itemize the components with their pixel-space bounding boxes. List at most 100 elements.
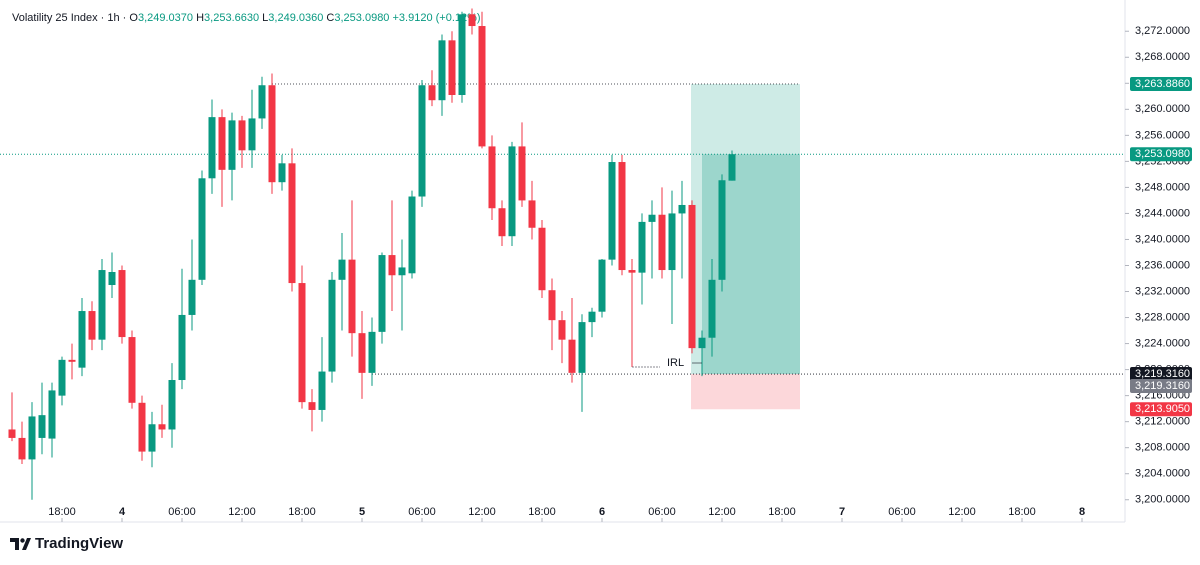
logo-text: TradingView [35, 535, 123, 552]
price-tag-label: 3,253.0980 [1135, 148, 1190, 160]
candle-body [158, 424, 166, 430]
l-value: 3,249.0360 [268, 12, 323, 24]
candle-body [548, 290, 556, 321]
x-tick-label: 7 [839, 506, 845, 518]
candle-body [298, 283, 306, 403]
y-tick-label: 3,256.0000 [1135, 129, 1190, 141]
candle-body [688, 204, 696, 349]
candle-body [28, 416, 36, 460]
logo-dot [20, 538, 25, 543]
candle-body [128, 337, 136, 403]
candle-body [228, 120, 236, 170]
candle-body [588, 311, 596, 323]
candle-body [468, 14, 476, 27]
candle-body [328, 279, 336, 372]
candle-body [118, 270, 126, 338]
candle-body [408, 196, 416, 274]
candle-body [388, 255, 396, 276]
candle-body [488, 146, 496, 209]
x-tick-label: 12:00 [468, 506, 496, 518]
x-tick-label: 06:00 [168, 506, 196, 518]
candle-body [238, 120, 246, 151]
candle-body [278, 163, 286, 183]
candle-body [288, 163, 296, 284]
y-tick-label: 3,204.0000 [1135, 468, 1190, 480]
candle-body [248, 118, 256, 151]
price-tag [1130, 147, 1192, 162]
x-tick-label: 18:00 [288, 506, 316, 518]
c-value: 3,253.0980 [334, 12, 389, 24]
candle-body [608, 162, 616, 260]
candle-body [218, 117, 226, 170]
candle-body [318, 371, 326, 410]
stop-zone [691, 374, 800, 410]
y-tick-label: 3,212.0000 [1135, 416, 1190, 428]
x-tick-label: 8 [1079, 506, 1085, 518]
logo-icon [10, 538, 31, 550]
candle-body [378, 255, 386, 332]
candle-body [518, 146, 526, 201]
price-tag [1130, 402, 1192, 417]
candle-body [88, 311, 96, 340]
candle-body [368, 331, 376, 373]
candle-body [188, 279, 196, 315]
candle-body [38, 415, 46, 438]
x-tick-label: 18:00 [1008, 506, 1036, 518]
x-tick-label: 12:00 [708, 506, 736, 518]
candle-body [98, 270, 106, 340]
candle-body [138, 402, 146, 452]
x-tick-label: 18:00 [528, 506, 556, 518]
candle-body [168, 380, 176, 430]
candle-body [718, 180, 726, 280]
candle-body [698, 337, 706, 349]
x-tick-label: 18:00 [48, 506, 76, 518]
candle-body [178, 314, 186, 381]
x-tick-label: 06:00 [648, 506, 676, 518]
candle-body [638, 221, 646, 273]
candle-body [268, 85, 276, 183]
price-tag [1130, 77, 1192, 92]
h-value: 3,253.6630 [204, 12, 259, 24]
candle-body [348, 259, 356, 334]
candle-body [108, 271, 116, 286]
candle-body [18, 437, 26, 460]
candle-body [618, 162, 626, 271]
candle-body [398, 267, 406, 276]
candle-body [8, 429, 16, 438]
candle-body [628, 270, 636, 273]
price-tag-label: 3,263.8860 [1135, 78, 1190, 90]
x-tick-label: 4 [119, 506, 126, 518]
candle-body [338, 259, 346, 280]
logo: TradingView [10, 535, 123, 552]
candle-body [728, 154, 736, 181]
y-tick-label: 3,232.0000 [1135, 285, 1190, 297]
candle-body [148, 424, 156, 452]
h-label: H [196, 12, 204, 24]
candle-body [208, 117, 216, 179]
candle-body [428, 85, 436, 101]
x-tick-label: 06:00 [888, 506, 916, 518]
candle-body [78, 311, 86, 368]
o-value: 3,249.0370 [138, 12, 193, 24]
symbol: Volatility 25 Index · 1h · [12, 12, 126, 24]
y-tick-label: 3,224.0000 [1135, 337, 1190, 349]
candle-body [568, 339, 576, 373]
candle-body [258, 85, 266, 119]
x-tick-label: 06:00 [408, 506, 436, 518]
candle-body [448, 40, 456, 96]
y-tick-label: 3,248.0000 [1135, 181, 1190, 193]
candle-body [538, 227, 546, 291]
annotation-label: IRL [667, 357, 684, 369]
price-tag-label: 3,219.3160 [1135, 368, 1190, 380]
price-tag [1130, 367, 1192, 382]
x-tick-label: 12:00 [228, 506, 256, 518]
candle-body [578, 322, 586, 373]
candle-body [528, 200, 536, 228]
candle-body [68, 359, 76, 362]
x-tick-label: 6 [599, 506, 605, 518]
candle-body [308, 402, 316, 410]
candle-body [678, 204, 686, 214]
l-label: L [262, 12, 268, 24]
